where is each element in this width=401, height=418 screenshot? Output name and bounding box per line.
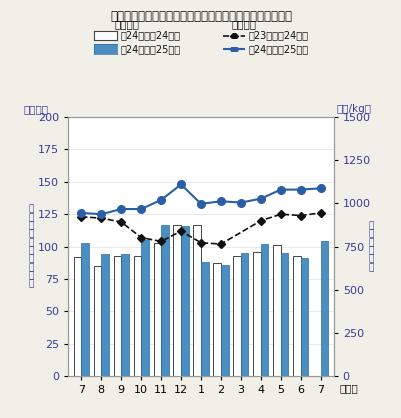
Bar [253, 252, 260, 376]
Bar [260, 244, 268, 376]
Bar [141, 240, 148, 376]
Bar [93, 266, 101, 376]
Text: 匧24．７～25．７: 匧24．７～25．７ [248, 44, 308, 54]
Bar [273, 245, 280, 376]
Bar [320, 242, 328, 376]
Bar [193, 224, 200, 376]
Text: 匧24．７～24．７: 匧24．７～24．７ [120, 31, 180, 41]
Bar [113, 256, 121, 376]
Bar [161, 224, 168, 376]
Text: （月）: （月） [339, 383, 358, 393]
Bar [81, 243, 89, 376]
Text: 卵売価格: 卵売価格 [231, 19, 255, 29]
Bar [101, 255, 109, 376]
Text: 匧23．７～24．７: 匧23．７～24．７ [248, 31, 308, 41]
Bar [180, 226, 188, 376]
Bar [213, 263, 221, 376]
Text: （
と
畜
頭
数
（
千
頭
）
）: （ と 畜 頭 数 （ 千 頭 ） ） [28, 205, 34, 288]
Bar [300, 258, 308, 376]
Bar [240, 253, 248, 376]
Bar [153, 243, 161, 376]
Bar [233, 256, 240, 376]
Bar [173, 224, 180, 376]
Bar [292, 256, 300, 376]
Text: 図２　成牛と畜頭数及び卵売価格（省令）の推移（全国）: 図２ 成牛と畜頭数及び卵売価格（省令）の推移（全国） [110, 10, 291, 23]
Bar [121, 255, 128, 376]
Bar [280, 253, 288, 376]
Bar [200, 262, 208, 376]
Bar [73, 257, 81, 376]
Bar [133, 256, 141, 376]
Text: （
卸
売
価
格
）: （ 卸 売 価 格 ） [367, 222, 373, 272]
Text: （円/kg）: （円/kg） [336, 104, 371, 115]
Text: 匧24．７～25．７: 匧24．７～25．７ [120, 44, 180, 54]
Text: と畜頭数: と畜頭数 [114, 19, 139, 29]
Text: （千頭）: （千頭） [23, 104, 48, 115]
Bar [221, 265, 228, 376]
